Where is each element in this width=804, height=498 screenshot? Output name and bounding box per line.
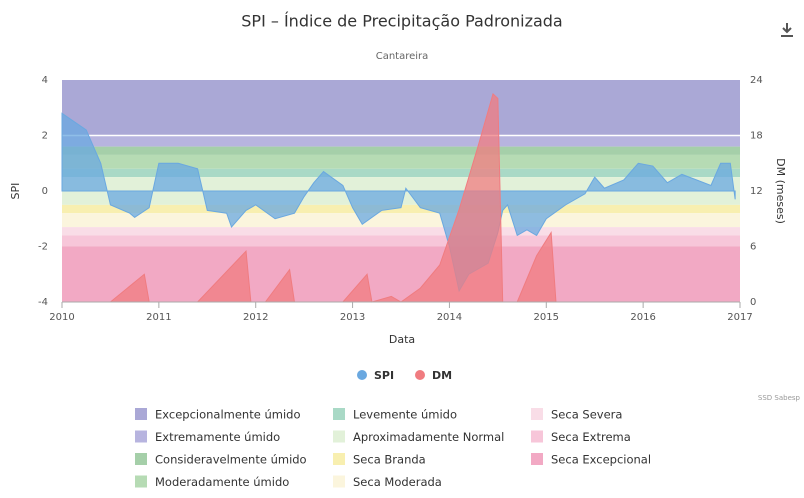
plot-band xyxy=(62,135,740,147)
plot-band xyxy=(62,213,740,228)
y-tick-label: -2 xyxy=(38,242,48,253)
legend-label: Extremamente úmido xyxy=(155,430,280,444)
legend-swatch xyxy=(531,408,543,420)
legend-marker xyxy=(415,370,425,380)
x-tick-label: 2010 xyxy=(49,312,74,323)
y2-tick-label: 18 xyxy=(750,131,763,142)
x-tick-label: 2013 xyxy=(340,312,365,323)
download-glyph[interactable] xyxy=(781,23,793,37)
legend-label: Levemente úmido xyxy=(353,408,457,422)
y2-tick-label: 12 xyxy=(750,186,763,197)
credit: SSD Sabesp xyxy=(758,394,801,402)
plot-band xyxy=(62,168,740,178)
y2-tick-label: 24 xyxy=(750,75,763,86)
legend-swatch xyxy=(135,453,147,465)
legend-swatch xyxy=(531,430,543,443)
plot-band xyxy=(62,204,740,214)
plot-band xyxy=(62,80,740,136)
legend-swatch xyxy=(333,430,345,443)
x-tick-label: 2015 xyxy=(534,312,559,323)
chart-subtitle: Cantareira xyxy=(376,51,429,62)
y2-axis-label: DM (meses) xyxy=(774,158,787,224)
y-tick-label: 0 xyxy=(42,186,48,197)
download-icon[interactable] xyxy=(781,23,793,37)
legend-label: Seca Excepcional xyxy=(551,453,651,467)
y-axis-label: SPI xyxy=(9,183,22,200)
legend-swatch xyxy=(135,430,147,443)
x-tick-label: 2011 xyxy=(146,312,171,323)
legend-label: Consideravelmente úmido xyxy=(155,453,307,467)
legend-label: Moderadamente úmido xyxy=(155,475,289,489)
y2-tick-label: 6 xyxy=(750,242,756,253)
x-tick-label: 2017 xyxy=(727,312,752,323)
legend-swatch xyxy=(531,453,543,465)
legend-swatch xyxy=(333,453,345,465)
legend-label: Seca Severa xyxy=(551,408,622,422)
plot-band xyxy=(62,146,740,155)
legend-label: Aproximadamente Normal xyxy=(353,430,504,444)
legend-label: Seca Moderada xyxy=(353,475,442,489)
area xyxy=(61,112,736,293)
x-axis-label: Data xyxy=(389,333,415,346)
legend-label: Seca Extrema xyxy=(551,430,631,444)
plot-band xyxy=(62,246,740,302)
y-tick-label: 2 xyxy=(42,131,48,142)
x-tick-label: 2012 xyxy=(243,312,268,323)
legend-label: Excepcionalmente úmido xyxy=(155,408,300,422)
legend-swatch xyxy=(333,408,345,420)
y2-tick-label: 0 xyxy=(750,297,756,308)
y-tick-label: -4 xyxy=(38,297,48,308)
x-tick-label: 2016 xyxy=(630,312,655,323)
legend-label: DM xyxy=(432,369,452,382)
x-tick-label: 2014 xyxy=(437,312,462,323)
plot-band xyxy=(62,235,740,247)
legend-swatch xyxy=(135,475,147,488)
legend-label: Seca Branda xyxy=(353,453,426,467)
y-tick-label: 4 xyxy=(42,75,48,86)
legend-label: SPI xyxy=(374,369,394,382)
legend-swatch xyxy=(333,475,345,488)
legend-swatch xyxy=(135,408,147,420)
legend-marker xyxy=(357,370,367,380)
plot-band xyxy=(62,154,740,169)
chart-title: SPI – Índice de Precipitação Padronizada xyxy=(241,12,562,31)
plot-band xyxy=(62,227,740,236)
